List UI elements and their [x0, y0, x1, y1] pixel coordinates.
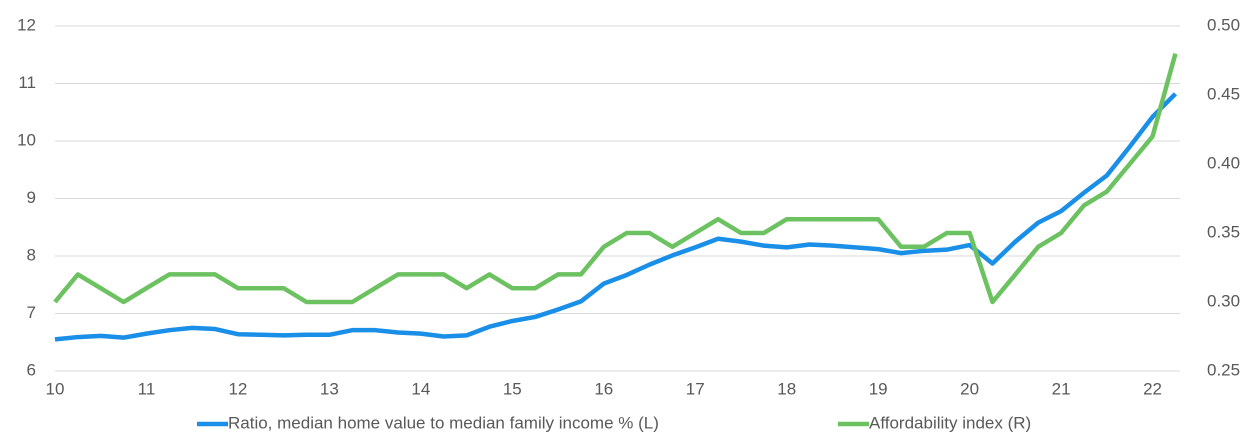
x-tick-label: 13: [320, 379, 339, 398]
y-tick-label: 12: [17, 15, 36, 34]
y-tick-label: 10: [17, 130, 36, 149]
x-tick-label: 22: [1143, 379, 1162, 398]
x-tick-label: 21: [1052, 379, 1071, 398]
y2-tick-label: 0.45: [1207, 84, 1240, 103]
y2-tick-label: 0.40: [1207, 153, 1240, 172]
series-line: [53, 53, 1178, 305]
y2-tick-label: 0.35: [1207, 222, 1240, 241]
y2-tick-label: 0.50: [1207, 15, 1240, 34]
x-tick-label: 12: [228, 379, 247, 398]
legend-label: Ratio, median home value to median famil…: [228, 413, 659, 432]
y-tick-label: 9: [27, 188, 36, 207]
series-line: [54, 92, 1178, 342]
x-tick-label: 19: [869, 379, 888, 398]
x-tick-label: 16: [594, 379, 613, 398]
y-tick-label: 7: [27, 303, 36, 322]
y2-tick-label: 0.30: [1207, 291, 1240, 310]
legend-label: Affordability index (R): [869, 413, 1031, 432]
x-tick-label: 15: [503, 379, 522, 398]
y-tick-label: 6: [27, 360, 36, 379]
x-tick-label: 17: [686, 379, 705, 398]
y-tick-label: 11: [18, 73, 36, 92]
x-tick-label: 11: [138, 379, 156, 398]
y2-tick-label: 0.25: [1207, 360, 1240, 379]
x-tick-label: 14: [411, 379, 430, 398]
x-tick-label: 10: [46, 379, 65, 398]
x-tick-label: 18: [777, 379, 796, 398]
x-tick-label: 20: [960, 379, 979, 398]
y-tick-label: 8: [27, 245, 36, 264]
